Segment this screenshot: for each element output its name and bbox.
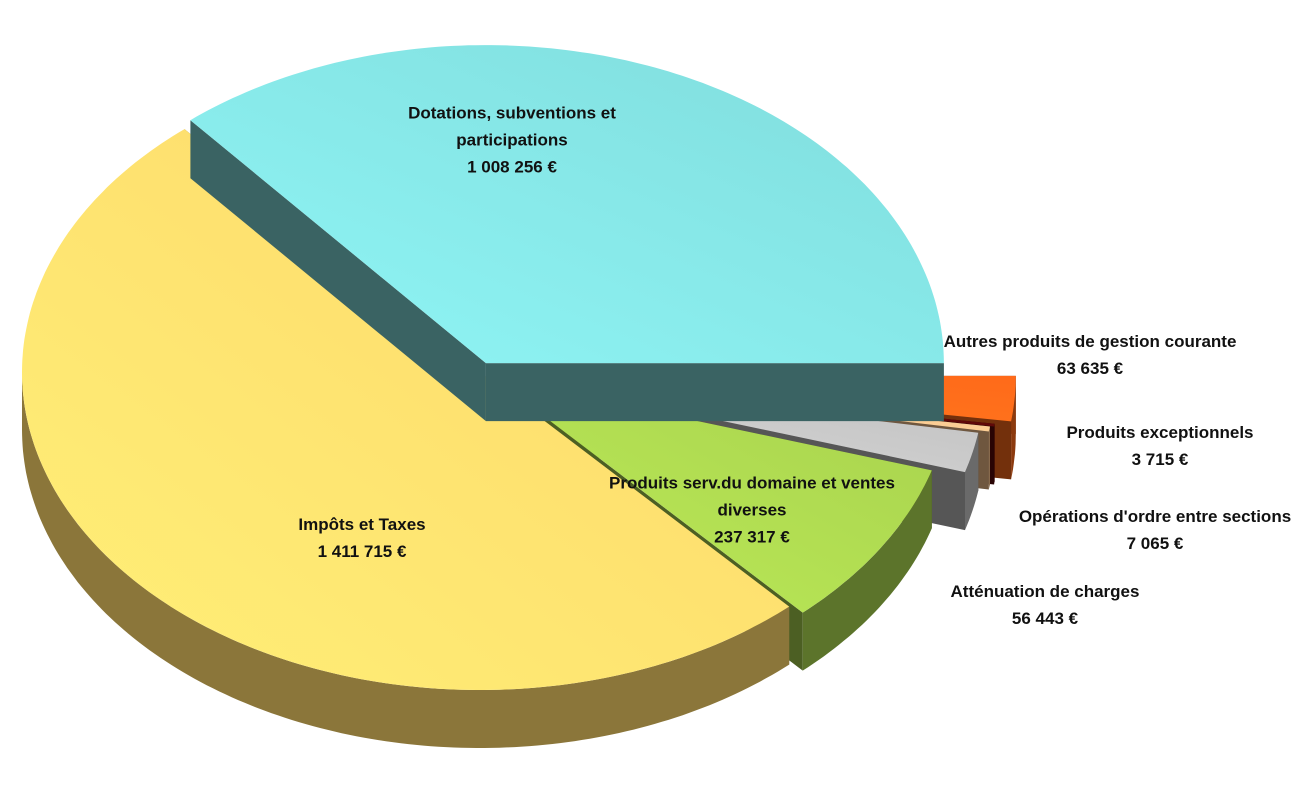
category-label: Dotations, subventions et participations — [408, 103, 616, 150]
value-label: 1 411 715 € — [317, 542, 407, 561]
value-label: 1 008 256 € — [467, 157, 557, 177]
slice-side — [988, 426, 990, 490]
slice-wall — [190, 120, 486, 422]
value-label: 56 443 € — [1011, 609, 1079, 628]
slice-wall — [485, 363, 944, 422]
value-label: 7 065 € — [1126, 534, 1184, 553]
category-label: Produits exceptionnels — [1066, 423, 1254, 442]
category-label: Autres produits de gestion courante — [943, 332, 1237, 351]
category-label: Produits serv.du domaine et ventes diver… — [609, 473, 895, 520]
slice-top — [190, 45, 944, 364]
slice-label: Opérations d'ordre entre sections 7 065 € — [1005, 503, 1297, 557]
value-label: 237 317 € — [714, 527, 790, 547]
value-label: 63 635 € — [1056, 359, 1124, 378]
category-label: Opérations d'ordre entre sections — [1018, 507, 1292, 526]
slice-label: Produits exceptionnels 3 715 € — [1030, 419, 1290, 473]
slice-side — [965, 432, 979, 531]
slice-side — [22, 372, 790, 748]
slice-top — [22, 129, 790, 691]
category-label: Impôts et Taxes — [298, 515, 426, 534]
pie-slice — [190, 45, 944, 422]
slice-side — [802, 470, 932, 671]
slice-side — [1011, 375, 1016, 480]
slice-top — [493, 378, 932, 613]
value-label: 3 715 € — [1131, 450, 1189, 469]
category-label: Atténuation de charges — [950, 582, 1140, 601]
slice-label: Impôts et Taxes 1 411 715 € — [232, 511, 492, 565]
slice-label: Dotations, subventions et participations… — [372, 100, 652, 181]
slice-label: Autres produits de gestion courante 63 63… — [940, 328, 1240, 382]
slice-side — [994, 423, 995, 485]
slice-label: Atténuation de charges 56 443 € — [905, 578, 1185, 632]
slice-label: Produits serv.du domaine et ventes diver… — [592, 470, 912, 551]
